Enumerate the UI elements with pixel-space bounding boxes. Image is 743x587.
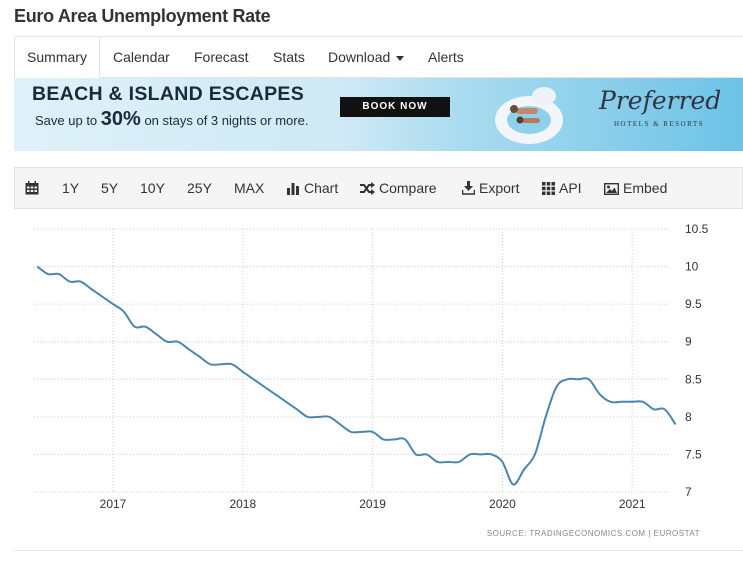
page-title: Euro Area Unemployment Rate	[14, 6, 271, 26]
x-tick-label: 2019	[359, 497, 386, 511]
grid-icon	[542, 182, 555, 195]
compare-button-label: Compare	[379, 180, 437, 196]
series-line	[36, 265, 677, 486]
x-tick-label: 2017	[100, 497, 127, 511]
export-button-label: Export	[479, 180, 520, 196]
tab-calendar[interactable]: Calendar	[113, 37, 170, 77]
tab-alerts-label: Alerts	[428, 49, 464, 65]
y-tick-label: 8	[685, 410, 692, 424]
book-now-button[interactable]: BOOK NOW	[340, 97, 450, 117]
tab-alerts[interactable]: Alerts	[428, 37, 464, 77]
y-tick-label: 10.5	[685, 222, 709, 236]
tab-stats[interactable]: Stats	[273, 37, 305, 77]
chart-toolbar: 1Y 5Y 10Y 25Y MAX Chart Compare Export A…	[14, 167, 743, 209]
range-1y-button[interactable]: 1Y	[62, 180, 80, 196]
ad-banner[interactable]: BEACH & ISLAND ESCAPES Save up to 30% on…	[14, 78, 743, 151]
tab-download[interactable]: Download	[328, 37, 405, 77]
bar-chart-icon	[287, 183, 299, 195]
y-tick-label: 9.5	[685, 297, 702, 311]
banner-sub-after: on stays of 3 nights or more.	[144, 113, 309, 128]
y-tick-label: 8.5	[685, 372, 702, 386]
image-icon	[603, 182, 620, 196]
chart-button-label: Chart	[304, 180, 339, 196]
calendar-button[interactable]	[25, 168, 43, 208]
tab-forecast[interactable]: Forecast	[194, 37, 248, 77]
shuffle-icon	[360, 182, 375, 195]
banner-headline: BEACH & ISLAND ESCAPES	[32, 83, 305, 105]
tab-summary[interactable]: Summary	[14, 37, 100, 78]
range-10y-button[interactable]: 10Y	[140, 180, 165, 196]
banner-subtext: Save up to 30% on stays of 3 nights or m…	[35, 108, 308, 131]
unemployment-line-chart: 7 7.5 8 8.5 9 9.5 10 10.5 2017 2018 2019 2020 2021 SO…	[34, 222, 709, 538]
banner-percent: 30%	[100, 108, 141, 130]
range-max-button[interactable]: MAX	[234, 180, 265, 196]
range-25y-button[interactable]: 25Y	[187, 180, 212, 196]
range-5y-button[interactable]: 5Y	[101, 180, 119, 196]
chart-source-note: SOURCE: TRADINGECONOMICS.COM | EUROSTAT	[487, 529, 700, 538]
caret-down-icon	[396, 55, 405, 61]
embed-button-label: Embed	[623, 180, 668, 196]
api-button-label: API	[559, 180, 582, 196]
tab-forecast-label: Forecast	[194, 49, 249, 65]
y-tick-label: 9	[685, 335, 692, 349]
x-tick-label: 2021	[619, 497, 646, 511]
preferred-logo-subtitle: HOTELS & RESORTS	[614, 120, 705, 128]
compare-button[interactable]: Compare	[360, 168, 437, 208]
x-tick-label: 2020	[489, 497, 516, 511]
x-tick-label: 2018	[229, 497, 256, 511]
chart-area: 7 7.5 8 8.5 9 9.5 10 10.5 2017 2018 2019 2020 2021 SO…	[14, 209, 743, 551]
export-button[interactable]: Export	[461, 168, 520, 208]
tab-calendar-label: Calendar	[113, 49, 170, 65]
y-tick-label: 7.5	[685, 447, 702, 461]
calendar-icon	[25, 181, 39, 195]
preferred-logo: Preferred	[599, 86, 722, 115]
tab-summary-label: Summary	[27, 49, 87, 65]
banner-sub-before: Save up to	[35, 113, 98, 128]
download-icon	[461, 181, 476, 195]
tab-download-label: Download	[328, 49, 391, 65]
y-tick-label: 7	[685, 485, 692, 499]
y-tick-label: 10	[685, 260, 699, 274]
pool-float-image	[495, 87, 563, 144]
tab-bar: Summary Calendar Forecast Stats Download…	[14, 36, 743, 78]
api-button[interactable]: API	[542, 168, 582, 208]
tab-stats-label: Stats	[273, 49, 305, 65]
chart-button[interactable]: Chart	[287, 168, 338, 208]
embed-button[interactable]: Embed	[603, 168, 668, 208]
